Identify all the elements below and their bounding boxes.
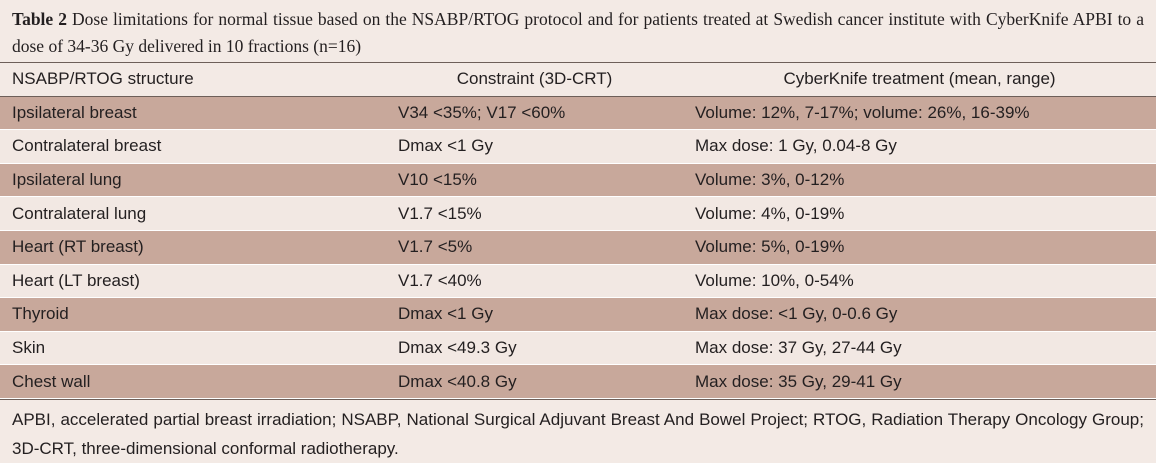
table-cell: Skin (12, 338, 46, 358)
table-cell: Heart (RT breast) (12, 237, 144, 257)
header-cell: Constraint (3D-CRT) (456, 69, 613, 89)
caption-label: Table 2 (12, 9, 67, 29)
table-cell: V34 <35%; V17 <60% (398, 102, 566, 122)
table-cell: Dmax <1 Gy (398, 136, 493, 156)
table-cell: Heart (LT breast) (12, 270, 140, 290)
table-row: Contralateral breast Dmax <1 Gy Max dose: … (0, 129, 1156, 164)
table-cell: Contralateral lung (12, 203, 147, 223)
table-cell: Volume: 5%, 0-19% (695, 237, 845, 257)
table-cell: Volume: 10%, 0-54% (695, 270, 854, 290)
table-cell: Volume: 3%, 0-12% (695, 170, 845, 190)
table-row: Heart (RT breast) V1.7 <5% Volume: 5%, 0-1… (0, 230, 1156, 265)
table: NSABP/RTOG structure Constraint (3D-CRT)… (0, 62, 1156, 399)
table-cell: Max dose: <1 Gy, 0-0.6 Gy (695, 304, 898, 324)
table-cell: Volume: 4%, 0-19% (695, 203, 845, 223)
table-row: Ipsilateral lung V10 <15% Volume: 3%, 0-12… (0, 163, 1156, 197)
table-row: Contralateral lung V1.7 <15% Volume: 4%, 0… (0, 196, 1156, 231)
table-row: Ipsilateral breast V34 <35%; V17 <60% Volu… (0, 96, 1156, 130)
table-cell: V1.7 <40% (398, 270, 482, 290)
header-row: NSABP/RTOG structure Constraint (3D-CRT)… (0, 62, 1156, 97)
table-cell: V1.7 <5% (398, 237, 473, 257)
table-row: Skin Dmax <49.3 Gy Max dose: 37 Gy, 27-44 … (0, 331, 1156, 365)
caption-text: Dose limitations for normal tissue based… (12, 9, 1144, 56)
header-cell: NSABP/RTOG structure (12, 69, 194, 89)
caption: Table 2 Dose limitations for normal tiss… (0, 0, 1156, 62)
table-cell: V1.7 <15% (398, 203, 482, 223)
table-cell: Dmax <40.8 Gy (398, 371, 517, 391)
table-cell: Dmax <1 Gy (398, 304, 493, 324)
footnote: APBI, accelerated partial breast irradia… (0, 398, 1156, 463)
table-cell: Thyroid (12, 304, 69, 324)
table-cell: Contralateral breast (12, 136, 162, 156)
header-cell: CyberKnife treatment (mean, range) (783, 69, 1056, 89)
table-cell: Dmax <49.3 Gy (398, 338, 517, 358)
table-cell: V10 <15% (398, 170, 477, 190)
table-body: Ipsilateral breast V34 <35%; V17 <60% Volu… (0, 96, 1156, 399)
table-cell: Max dose: 37 Gy, 27-44 Gy (695, 338, 902, 358)
table-cell: Volume: 12%, 7-17%; volume: 26%, 16-39% (695, 102, 1030, 122)
table-cell: Ipsilateral lung (12, 170, 122, 190)
table-cell: Max dose: 35 Gy, 29-41 Gy (695, 371, 902, 391)
table-row: Heart (LT breast) V1.7 <40% Volume: 10%, 0… (0, 264, 1156, 298)
table-cell: Ipsilateral breast (12, 102, 137, 122)
table-cell: Max dose: 1 Gy, 0.04-8 Gy (695, 136, 897, 156)
table-row: Thyroid Dmax <1 Gy Max dose: <1 Gy, 0-0.6 … (0, 297, 1156, 332)
table-cell: Chest wall (12, 371, 91, 391)
table-row: Chest wall Dmax <40.8 Gy Max dose: 35 Gy, … (0, 364, 1156, 399)
